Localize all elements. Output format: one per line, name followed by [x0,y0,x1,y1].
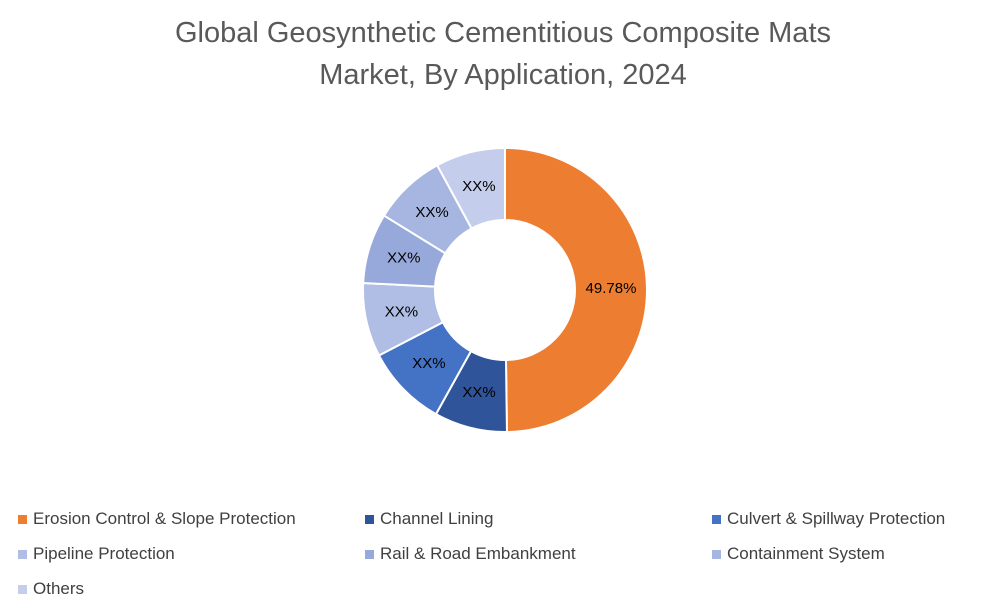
legend-item: Rail & Road Embankment [365,543,712,565]
legend-label: Erosion Control & Slope Protection [33,509,296,528]
legend-item: Channel Lining [365,508,712,530]
donut-segment [435,146,506,230]
data-label: XX% [462,384,495,401]
data-label: XX% [462,178,495,195]
donut-segment [504,146,648,434]
legend-label: Others [33,579,85,598]
legend-swatch [18,514,27,524]
legend-swatch [712,514,721,524]
data-label: XX% [385,304,418,321]
chart-title: Global Geosynthetic Cementitious Composi… [174,17,831,91]
legend-item: Erosion Control & Slope Protection [18,508,365,530]
legend-swatch [18,549,27,559]
legend-swatch [365,549,374,559]
data-label: XX% [415,204,448,221]
legend-label: Rail & Road Embankment [380,544,576,563]
legend-label: Pipeline Protection [33,544,175,563]
legend-label: Channel Lining [380,509,494,528]
data-label: XX% [387,250,420,267]
legend-swatch [365,514,374,524]
legend-item: Containment System [712,543,992,565]
data-label: 49.78% [586,280,637,297]
legend-item: Pipeline Protection [18,543,365,565]
legend-label: Containment System [727,544,885,563]
legend-label: Culvert & Spillway Protection [727,509,946,528]
legend-swatch [712,549,721,559]
legend-item: Culvert & Spillway Protection [712,508,992,530]
data-label: XX% [412,355,445,372]
donut-plot: 49.78% XX% XX% XX% XX% XX% XX% [362,146,648,434]
legend-swatch [18,584,27,594]
legend: Erosion Control & Slope Protection Channe… [18,508,998,600]
legend-item: Others [18,578,365,600]
